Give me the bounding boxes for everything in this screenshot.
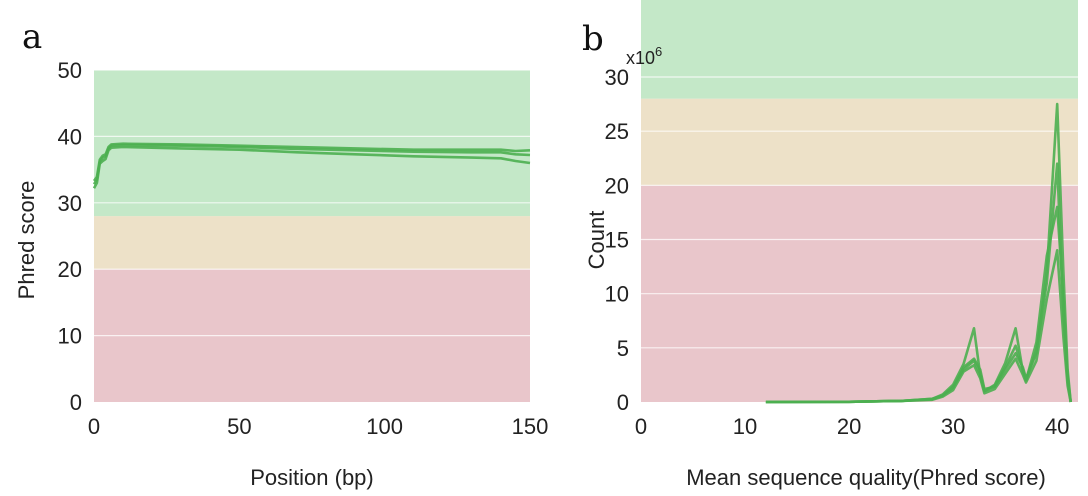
chart-panel-a: 0 50 100 150 0 10 20 30 40 50 Position (bp) Phred…: [14, 58, 548, 490]
y-tick-label: 15: [605, 228, 629, 253]
multiplier-base: x10: [626, 48, 655, 68]
series-line: [765, 162, 1072, 404]
chart-panel-b: 0 10 20 30 40 0 5 10 15 20 25 30 x106 Mean sequence…: [584, 0, 1078, 490]
panel-letter-b: b: [582, 19, 604, 59]
y-tick-label: 20: [605, 173, 629, 198]
series-lines-b: [765, 102, 1072, 404]
y-tick-label: 10: [605, 282, 629, 307]
x-axis-label-b: Mean sequence quality(Phred score): [686, 465, 1046, 490]
y-tick-label: 10: [58, 324, 82, 349]
series-lines-a: [92, 142, 531, 189]
y-tick-label: 0: [70, 390, 82, 415]
x-tick-label: 0: [635, 414, 647, 439]
x-tick-label: 100: [366, 414, 403, 439]
y-tick-label: 25: [605, 119, 629, 144]
y-tick-label: 30: [605, 65, 629, 90]
y-tick-label: 40: [58, 124, 82, 149]
y-tick-label: 20: [58, 257, 82, 282]
x-tick-label: 40: [1045, 414, 1069, 439]
y-multiplier-label: x106: [626, 44, 662, 68]
series-line: [92, 142, 531, 182]
tick-labels-b: 0 10 20 30 40 0 5 10 15 20 25 30: [605, 65, 1070, 439]
quality-bands-a: [94, 70, 530, 402]
quality-band-medium: [641, 98, 1078, 186]
quality-band-high: [641, 0, 1078, 99]
y-axis-label-b: Count: [584, 211, 609, 270]
gridlines-a: [94, 69, 530, 337]
x-tick-label: 0: [88, 414, 100, 439]
x-tick-label: 20: [837, 414, 861, 439]
multiplier-exponent: 6: [655, 44, 662, 59]
x-tick-label: 150: [512, 414, 549, 439]
x-tick-label: 50: [227, 414, 251, 439]
y-tick-label: 5: [617, 336, 629, 361]
x-axis-label-a: Position (bp): [250, 465, 374, 490]
y-axis-label-a: Phred score: [14, 181, 39, 300]
y-tick-label: 0: [617, 390, 629, 415]
x-tick-label: 10: [733, 414, 757, 439]
series-line: [92, 145, 531, 189]
gridlines-b: [641, 76, 1078, 349]
x-tick-label: 30: [941, 414, 965, 439]
panel-letter-a: a: [22, 17, 42, 57]
y-tick-label: 50: [58, 58, 82, 83]
y-tick-label: 30: [58, 191, 82, 216]
quality-band-medium: [94, 216, 530, 270]
tick-labels-a: 0 50 100 150 0 10 20 30 40 50: [58, 58, 549, 439]
